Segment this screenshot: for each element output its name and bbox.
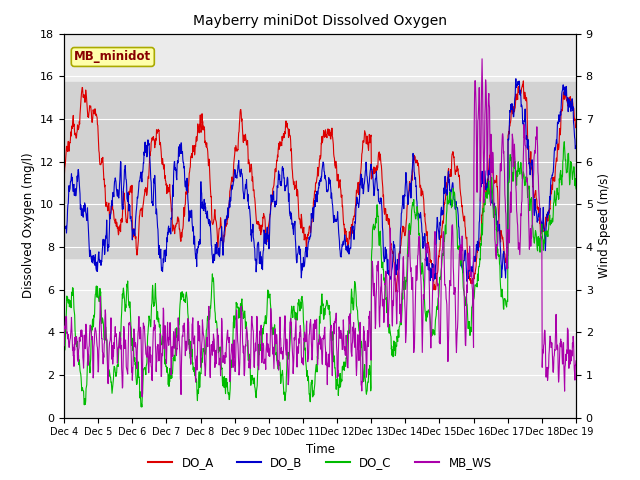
Y-axis label: Dissolved Oxygen (mg/l): Dissolved Oxygen (mg/l) [22, 153, 35, 299]
Y-axis label: Wind Speed (m/s): Wind Speed (m/s) [598, 173, 611, 278]
Legend: DO_A, DO_B, DO_C, MB_WS: DO_A, DO_B, DO_C, MB_WS [143, 452, 497, 474]
Text: MB_minidot: MB_minidot [74, 50, 152, 63]
Title: Mayberry miniDot Dissolved Oxygen: Mayberry miniDot Dissolved Oxygen [193, 14, 447, 28]
Bar [64, 82, 576, 258]
X-axis label: Time: Time [305, 443, 335, 456]
